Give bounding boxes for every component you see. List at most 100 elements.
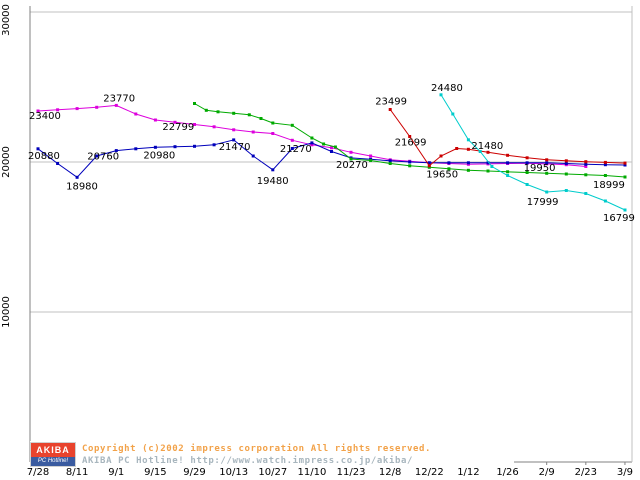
logo-pc-hotline-text: PC Hotline!	[31, 457, 75, 466]
data-point-marker	[408, 135, 412, 138]
data-point-marker	[349, 150, 353, 154]
data-point-marker	[545, 171, 549, 175]
data-point-marker	[545, 161, 549, 165]
data-point-marker	[153, 118, 157, 122]
copyright-text: Copyright (c)2002 impress corporation Al…	[82, 443, 432, 454]
data-point-marker	[330, 150, 333, 153]
data-point-marker	[545, 190, 549, 194]
series-cyan	[439, 93, 627, 212]
data-point-marker	[388, 159, 392, 163]
x-axis-tick-label: 2/9	[539, 467, 555, 478]
akiba-pc-hotline-logo: AKIBA PC Hotline!	[30, 442, 76, 467]
price-label: 19950	[524, 163, 556, 174]
data-point-marker	[369, 154, 373, 158]
data-point-marker	[466, 138, 470, 142]
x-axis-tick-label: 9/29	[183, 467, 205, 478]
data-point-marker	[439, 154, 443, 158]
x-axis-tick-label: 7/28	[27, 467, 49, 478]
x-axis-tick-label: 1/26	[496, 467, 518, 478]
price-label: 21470	[219, 142, 251, 153]
data-point-marker	[173, 145, 177, 149]
data-point-marker	[525, 161, 529, 165]
price-label: 20980	[143, 150, 175, 161]
x-axis-tick-label: 11/23	[337, 467, 366, 478]
price-label: 23499	[375, 97, 407, 108]
data-point-marker	[204, 108, 208, 112]
y-axis-tick-label: 20000	[1, 146, 12, 178]
site-url-text: AKIBA PC Hotline! http://www.watch.impre…	[82, 455, 414, 466]
price-label: 18980	[66, 181, 98, 192]
data-point-marker	[525, 171, 529, 174]
price-label: 24480	[431, 83, 463, 94]
data-point-marker	[322, 142, 326, 146]
price-label: 16799	[603, 213, 635, 224]
data-point-marker	[173, 120, 177, 124]
x-axis-tick-label: 3/9	[617, 467, 633, 478]
data-point-marker	[427, 161, 431, 165]
data-point-marker	[216, 110, 220, 114]
data-point-marker	[408, 164, 412, 168]
data-point-marker	[584, 162, 588, 166]
logo-akiba-text: AKIBA	[31, 443, 75, 457]
x-axis-tick-label: 12/8	[379, 467, 401, 478]
y-axis-tick-label: 30000	[1, 4, 12, 36]
data-point-marker	[603, 174, 607, 177]
data-point-marker	[193, 102, 196, 105]
data-point-marker	[232, 128, 236, 132]
data-point-marker	[564, 189, 568, 192]
y-axis-tick-label: 10000	[1, 296, 12, 328]
data-point-marker	[506, 161, 510, 165]
data-point-marker	[623, 163, 627, 167]
data-point-marker	[36, 147, 40, 151]
data-point-marker	[388, 108, 392, 111]
data-point-marker	[153, 145, 157, 149]
data-point-marker	[290, 123, 294, 127]
data-point-marker	[486, 150, 490, 154]
data-point-marker	[564, 172, 568, 176]
data-point-marker	[506, 170, 510, 174]
data-point-marker	[623, 175, 627, 179]
data-point-marker	[251, 130, 255, 134]
data-point-marker	[310, 136, 314, 140]
data-point-marker	[490, 165, 494, 168]
data-point-marker	[603, 163, 607, 167]
price-label: 20760	[87, 152, 119, 163]
price-label: 21699	[395, 138, 427, 149]
data-point-marker	[75, 175, 79, 179]
series-green	[193, 102, 627, 179]
data-point-marker	[36, 109, 40, 113]
series-line-red	[389, 109, 626, 167]
data-point-marker	[623, 208, 627, 212]
price-label: 23400	[29, 111, 61, 122]
footer-bar: AKIBA PC Hotline! Copyright (c)2002 impr…	[30, 441, 514, 468]
data-point-marker	[439, 93, 443, 97]
data-point-marker	[310, 141, 314, 145]
data-point-marker	[290, 138, 294, 142]
data-point-marker	[193, 144, 196, 148]
series-line-green	[194, 103, 626, 178]
data-point-marker	[56, 162, 60, 165]
data-point-marker	[349, 157, 353, 161]
data-point-marker	[271, 121, 275, 125]
data-point-marker	[232, 138, 236, 142]
data-point-marker	[247, 113, 251, 117]
data-point-marker	[333, 145, 337, 149]
data-point-marker	[584, 192, 588, 195]
data-point-marker	[271, 132, 275, 135]
data-point-marker	[56, 108, 60, 112]
data-point-marker	[623, 161, 627, 165]
data-point-marker	[75, 107, 79, 111]
x-axis-tick-label: 2/23	[575, 467, 597, 478]
data-point-marker	[310, 143, 314, 147]
data-point-marker	[388, 162, 392, 165]
x-axis-tick-label: 9/15	[144, 467, 166, 478]
price-label: 19650	[426, 169, 458, 180]
data-point-marker	[506, 153, 510, 157]
data-point-marker	[447, 161, 451, 165]
data-point-marker	[584, 160, 588, 164]
x-axis-tick-label: 12/22	[415, 467, 444, 478]
price-label: 21270	[280, 144, 312, 155]
data-point-marker	[212, 143, 216, 147]
data-point-marker	[466, 147, 470, 151]
